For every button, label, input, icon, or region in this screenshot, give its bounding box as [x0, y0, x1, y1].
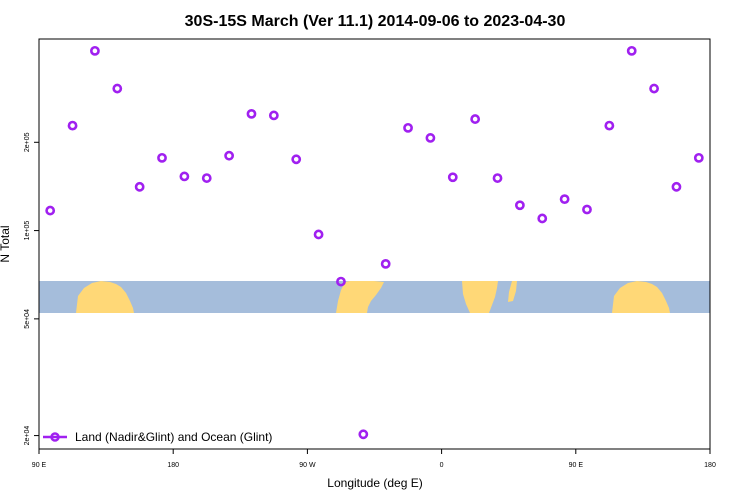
legend-marker — [50, 432, 60, 442]
data-point — [157, 152, 167, 163]
y-tick-label: 2e+04 — [24, 426, 31, 446]
x-tick-label: 180 — [167, 462, 179, 469]
x-axis: 90 E 180 90 W 0 90 E 180 — [32, 449, 716, 469]
data-point — [90, 45, 100, 56]
data-point — [671, 181, 682, 192]
y-axis-label: N Total — [0, 225, 12, 262]
x-axis-label: Longitude (deg E) — [327, 476, 422, 490]
data-point — [403, 122, 413, 133]
x-tick-label: 180 — [704, 462, 716, 469]
x-tick-label: 0 — [440, 462, 444, 469]
data-point — [537, 213, 548, 224]
legend-label: Land (Nadir&Glint) and Ocean (Glint) — [75, 430, 272, 444]
x-tick-label: 90 E — [569, 462, 584, 469]
data-point — [201, 173, 212, 183]
scatter-points — [45, 45, 704, 440]
data-point — [112, 83, 123, 94]
data-point — [268, 110, 279, 121]
legend: Land (Nadir&Glint) and Ocean (Glint) — [43, 430, 272, 444]
land-africa — [462, 281, 498, 313]
data-point — [246, 108, 257, 119]
land-madagascar — [508, 281, 517, 302]
data-point — [291, 154, 302, 165]
data-point — [45, 205, 56, 216]
y-tick-label: 1e+05 — [24, 221, 31, 241]
data-point — [492, 173, 503, 183]
x-tick-label: 90 W — [299, 462, 316, 469]
data-point — [470, 114, 481, 124]
chart-title: 30S-15S March (Ver 11.1) 2014-09-06 to 2… — [185, 13, 566, 30]
data-point — [358, 429, 369, 440]
data-point — [134, 181, 145, 192]
data-point — [425, 133, 436, 143]
land-south-america — [336, 281, 384, 313]
data-point — [224, 150, 235, 161]
data-point — [313, 229, 324, 240]
data-point — [336, 276, 346, 287]
y-tick-label: 5e+04 — [24, 309, 31, 329]
data-point — [649, 83, 659, 94]
map-strip — [39, 281, 710, 313]
data-point — [514, 200, 525, 211]
y-tick-label: 2e+05 — [24, 132, 31, 152]
data-point — [447, 172, 458, 183]
land-australia-2 — [612, 281, 670, 313]
data-point — [179, 171, 190, 182]
data-point — [582, 204, 592, 215]
data-point — [380, 258, 391, 269]
land-australia-1 — [76, 281, 134, 313]
data-point — [693, 152, 704, 163]
x-tick-label: 90 E — [32, 462, 47, 469]
data-point — [604, 120, 615, 131]
data-point — [67, 120, 78, 131]
data-point — [559, 194, 570, 205]
data-point — [626, 45, 637, 56]
y-axis: 2e+04 5e+04 1e+05 2e+05 — [24, 132, 39, 445]
plot-frame — [38, 38, 711, 450]
